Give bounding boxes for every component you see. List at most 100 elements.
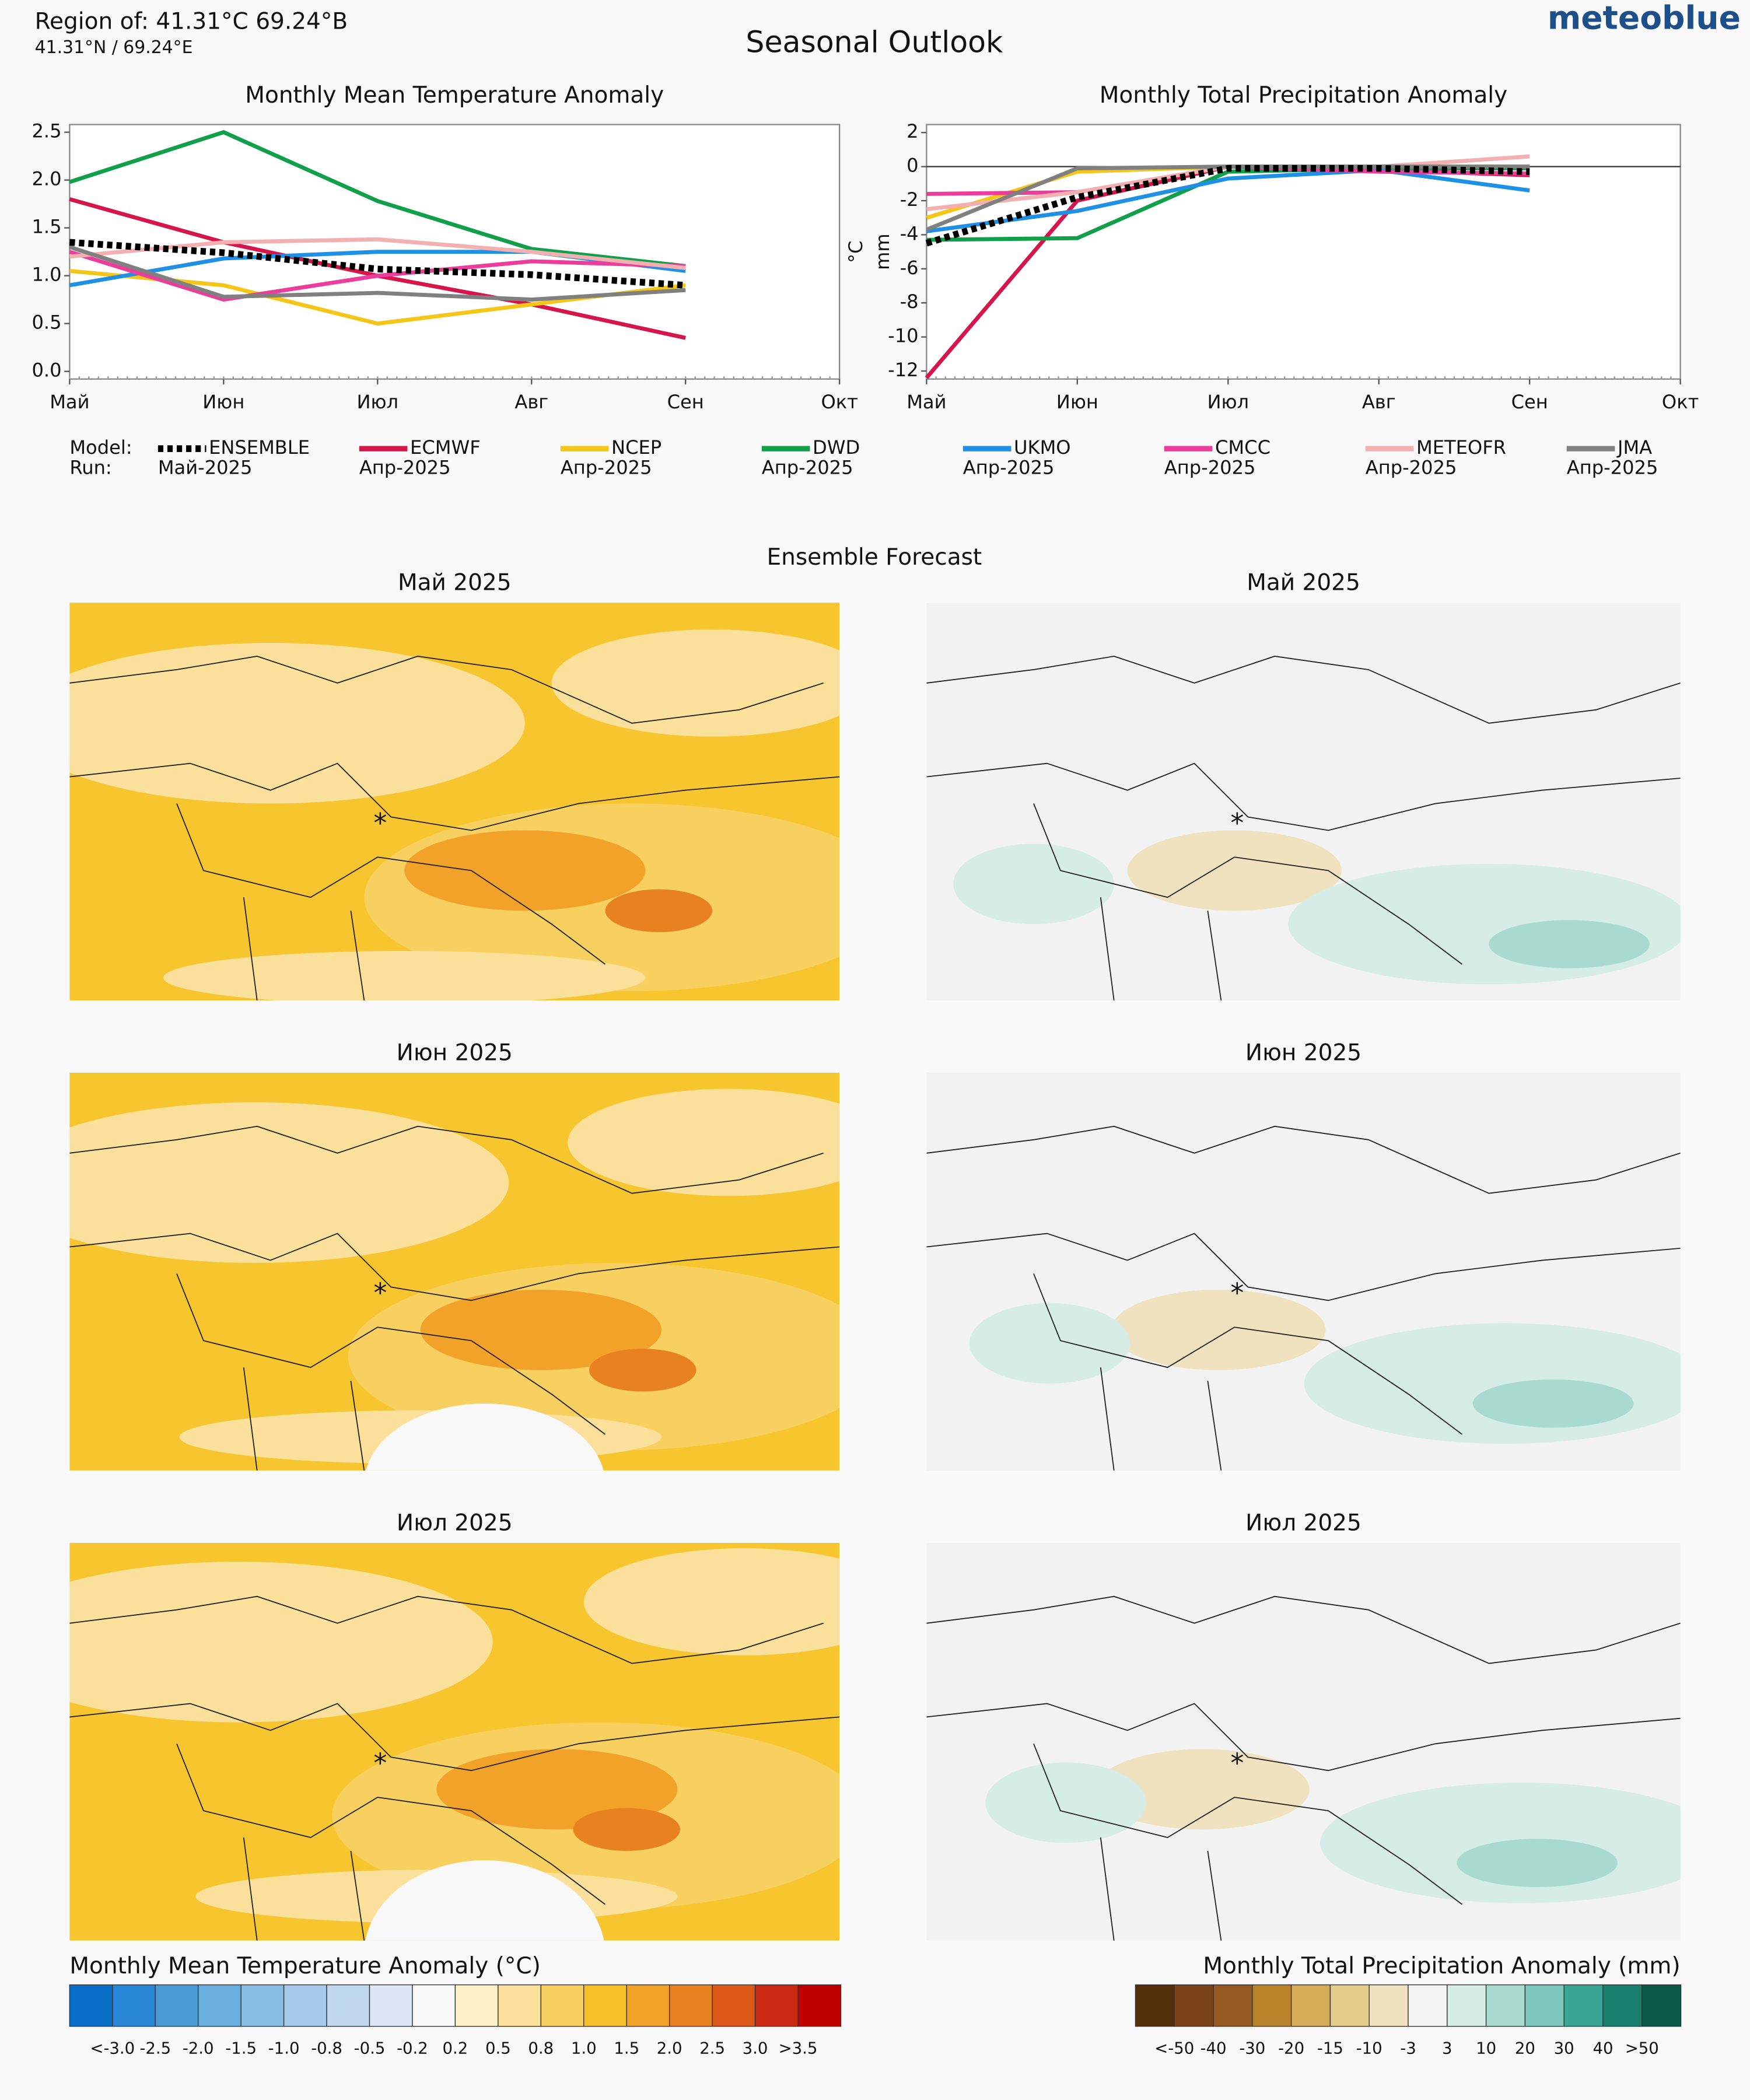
legend-name: CMCC — [1215, 436, 1270, 459]
map-field — [985, 1762, 1146, 1843]
colorbar-label: <-3.0 — [90, 2039, 135, 2058]
legend-model-label: Model: — [69, 436, 132, 459]
y-tick-label: 2.5 — [32, 120, 61, 142]
map-field — [969, 1303, 1130, 1384]
legend-name: METEOFR — [1416, 436, 1506, 459]
colorbar-label: 2.5 — [699, 2039, 725, 2058]
x-tick-label: Сен — [1511, 391, 1548, 413]
brand: meteoblue — [1548, 0, 1741, 37]
y-tick-label: -4 — [900, 222, 919, 244]
colorbar-box — [1524, 1984, 1564, 2027]
series-line — [926, 168, 1530, 233]
colorbar-label: 10 — [1476, 2039, 1496, 2058]
colorbar-box — [754, 1984, 799, 2027]
colorbar-label: >50 — [1625, 2039, 1659, 2058]
map-field — [1111, 1289, 1326, 1370]
legend-run: Апр-2025 — [1366, 457, 1457, 479]
borders — [926, 656, 1681, 1001]
colorbar-label: 0.5 — [485, 2039, 511, 2058]
map-field — [1304, 1323, 1681, 1444]
colorbar-box — [583, 1984, 627, 2027]
colorbar-label: 2.0 — [657, 2039, 682, 2058]
legend-name: DWD — [813, 436, 860, 459]
colorbar-label: 3 — [1442, 2039, 1452, 2058]
y-tick-label: -12 — [888, 359, 918, 381]
colorbar-label: 1.0 — [571, 2039, 597, 2058]
colorbar-box — [155, 1984, 199, 2027]
colorbar-box — [69, 1984, 113, 2027]
colorbar-label: >3.5 — [779, 2039, 818, 2058]
colorbar-box — [1329, 1984, 1370, 2027]
y-tick-label: 2.0 — [32, 168, 61, 190]
colorbar-box — [1408, 1984, 1448, 2027]
colorbar-label: 1.5 — [614, 2039, 639, 2058]
x-tick-label: Авг — [514, 391, 548, 413]
colorbar-label: 30 — [1554, 2039, 1574, 2058]
map-field — [69, 1562, 493, 1723]
location-marker: * — [1230, 1748, 1244, 1779]
location-marker: * — [1230, 807, 1244, 839]
colorbar-box — [797, 1984, 842, 2027]
colorbar-box — [1485, 1984, 1526, 2027]
map-field — [1127, 830, 1342, 911]
map-title: Июл 2025 — [1245, 1510, 1362, 1536]
map: * — [926, 1073, 1681, 1471]
colorbar-title: Monthly Total Precipitation Anomaly (mm) — [1203, 1953, 1680, 1979]
colorbar-box — [1213, 1984, 1253, 2027]
map-field — [551, 629, 840, 737]
y-tick-label: 0 — [907, 155, 918, 177]
legend-run-label: Run: — [69, 457, 111, 479]
colorbar-label: -1.0 — [268, 2039, 300, 2058]
map-title: Май 2025 — [1247, 570, 1360, 596]
colorbar-box — [1368, 1984, 1409, 2027]
colorbar-box — [369, 1984, 413, 2027]
legend-run: Апр-2025 — [762, 457, 853, 479]
series-line — [925, 164, 1530, 247]
map-field — [163, 951, 646, 1001]
colorbar-box — [1252, 1984, 1292, 2027]
y-tick-label: -6 — [900, 257, 919, 279]
colorbar-label: <-50 — [1154, 2039, 1194, 2058]
y-tick-label: 1.5 — [32, 216, 61, 238]
y-label-2: °C — [845, 240, 867, 263]
colorbar-label: -15 — [1317, 2039, 1343, 2058]
colorbar-label: 0.2 — [443, 2039, 468, 2058]
colorbar-label: 20 — [1515, 2039, 1535, 2058]
map-title: Июн 2025 — [397, 1040, 513, 1066]
chart-title: Monthly Mean Temperature Anomaly — [245, 82, 664, 108]
y-tick-label: 0.0 — [32, 359, 61, 382]
map-field — [953, 844, 1114, 925]
colorbar-label: -30 — [1239, 2039, 1265, 2058]
colorbar-box — [454, 1984, 499, 2027]
colorbar-box — [1174, 1984, 1214, 2027]
legend-run: Апр-2025 — [1164, 457, 1256, 479]
colorbar-box — [112, 1984, 156, 2027]
colorbar-label: -40 — [1200, 2039, 1227, 2058]
region: Region of: 41.31°C 69.24°B — [35, 9, 348, 35]
colorbar-title: Monthly Mean Temperature Anomaly (°C) — [69, 1953, 540, 1979]
colorbar-box — [540, 1984, 584, 2027]
colorbar-box — [712, 1984, 756, 2027]
legend-run: Апр-2025 — [359, 457, 451, 479]
map: * — [69, 603, 840, 1001]
location-marker: * — [373, 1278, 387, 1309]
map: * — [926, 1542, 1681, 1941]
series-line — [69, 245, 686, 302]
map-field — [605, 889, 713, 932]
coords: 41.31°N / 69.24°E — [35, 37, 193, 58]
y-tick-label: -8 — [900, 290, 919, 313]
location-marker: * — [373, 807, 387, 839]
colorbar-label: -2.0 — [183, 2039, 214, 2058]
colorbar-box — [1135, 1984, 1175, 2027]
borders — [69, 1595, 840, 1941]
colorbar-box — [412, 1984, 456, 2027]
colorbar-box — [498, 1984, 542, 2027]
colorbar-box — [1602, 1984, 1643, 2027]
colorbar-box — [1642, 1984, 1682, 2027]
map: * — [69, 1542, 840, 1941]
x-tick-label: Окт — [821, 391, 858, 413]
y-tick-label: 1.0 — [32, 264, 61, 286]
x-tick-label: Май — [907, 391, 946, 413]
legend-name: ECMWF — [410, 436, 481, 459]
